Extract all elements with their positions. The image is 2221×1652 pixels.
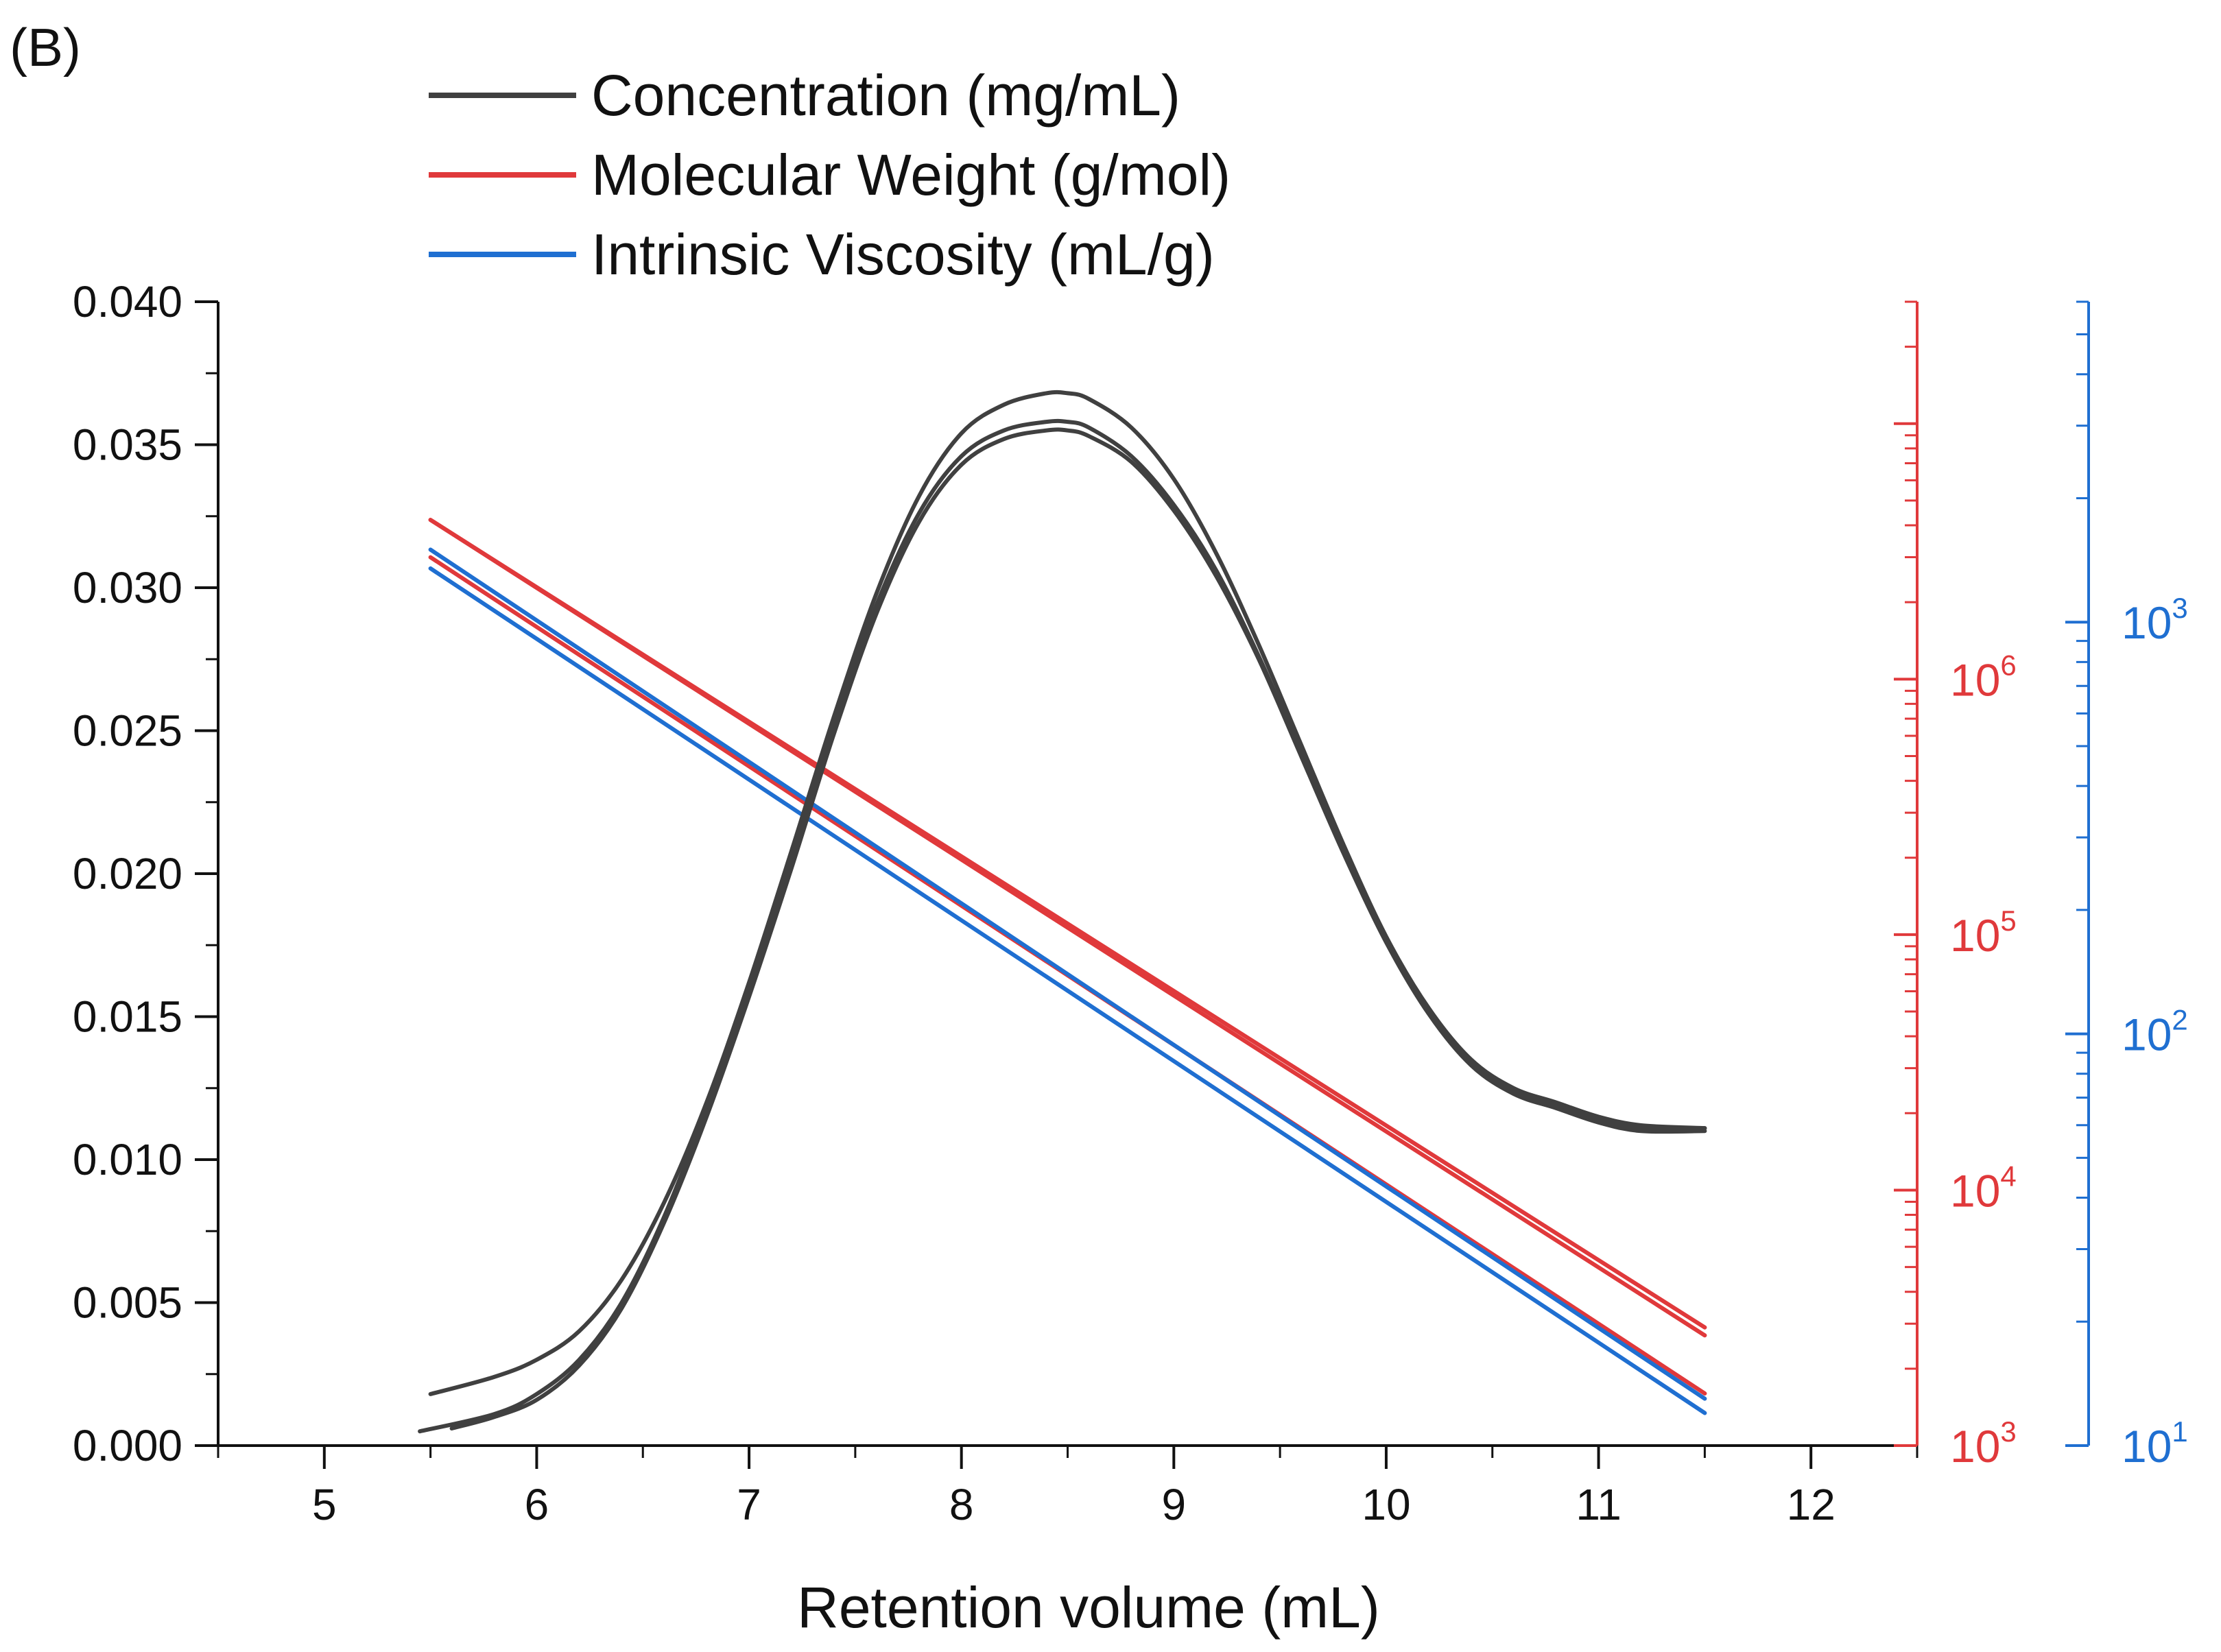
concentration-run-3-line: [449, 427, 1707, 1430]
x-tick-label: 8: [949, 1480, 974, 1529]
mw-axis-tick-label: 104: [1950, 1160, 2017, 1216]
x-tick-label: 9: [1162, 1480, 1187, 1529]
x-tick-label: 5: [312, 1480, 337, 1529]
mw-axis-tick-label-exponent: 4: [2000, 1160, 2016, 1192]
mw-axis-tick-label-exponent: 3: [2000, 1415, 2016, 1448]
iv-axis-tick-label-base: 10: [2122, 1421, 2172, 1472]
y-left-tick-label: 0.020: [73, 849, 182, 898]
mw-axis-tick-label: 106: [1950, 649, 2017, 705]
iv-axis-tick-label: 102: [2122, 1004, 2188, 1060]
plot-series: [418, 390, 1707, 1434]
mw-axis-tick-label: 103: [1950, 1415, 2017, 1472]
iv-axis-tick-label-base: 10: [2122, 1009, 2172, 1060]
iv-axis-tick-label: 103: [2122, 592, 2188, 648]
axes: 0.000 0.005 0.010 0.015 0.020 0.025 0.030 0.035…: [73, 277, 2188, 1529]
intrinsic-viscosity-run-2-line: [428, 547, 1707, 1401]
legend-label-concentration: Concentration (mg/mL): [591, 63, 1180, 128]
x-axis-title: Retention volume (mL): [797, 1575, 1380, 1640]
y-left-tick-label: 0.025: [73, 706, 182, 756]
y-left-tick-label: 0.015: [73, 992, 182, 1042]
mw-axis-tick-label-exponent: 6: [2000, 649, 2016, 681]
y-left-tick-label: 0.000: [73, 1421, 182, 1470]
y-left-tick-label: 0.010: [73, 1135, 182, 1184]
legend-label-molecular-weight: Molecular Weight (g/mol): [591, 143, 1231, 207]
y-left-tick-label: 0.005: [73, 1278, 182, 1328]
x-tick-label: 6: [525, 1480, 549, 1529]
mw-axis-tick-label-base: 10: [1950, 654, 2000, 705]
mw-axis-tick-label-base: 10: [1950, 1165, 2000, 1216]
mw-axis-tick-label-base: 10: [1950, 1421, 2000, 1472]
intrinsic-viscosity-run-1-line: [428, 566, 1707, 1415]
y-left-tick-label: 0.030: [73, 563, 182, 612]
x-tick-label: 7: [737, 1480, 761, 1529]
panel-label: (B): [10, 17, 81, 77]
legend: Concentration (mg/mL) Molecular Weight (…: [429, 63, 1231, 287]
iv-axis-tick-label-exponent: 2: [2172, 1004, 2187, 1036]
y-left-tick-label: 0.035: [73, 420, 182, 470]
y-left-tick-label: 0.040: [73, 277, 182, 326]
mw-axis-tick-label: 105: [1950, 905, 2017, 961]
concentration-run-1-line: [428, 390, 1707, 1396]
mw-axis-tick-label-base: 10: [1950, 910, 2000, 961]
legend-label-intrinsic-viscosity: Intrinsic Viscosity (mL/g): [591, 222, 1215, 287]
x-tick-label: 11: [1576, 1480, 1621, 1529]
mw-axis-tick-label-exponent: 5: [2000, 905, 2016, 937]
x-tick-label: 12: [1787, 1480, 1836, 1529]
iv-axis-tick-label-base: 10: [2122, 597, 2172, 648]
iv-axis-tick-label-exponent: 3: [2172, 592, 2187, 624]
molecular-weight-run-3-line: [428, 518, 1707, 1338]
iv-axis-tick-label-exponent: 1: [2172, 1415, 2187, 1448]
iv-axis-tick-label: 101: [2122, 1415, 2188, 1472]
x-tick-label: 10: [1362, 1480, 1410, 1529]
